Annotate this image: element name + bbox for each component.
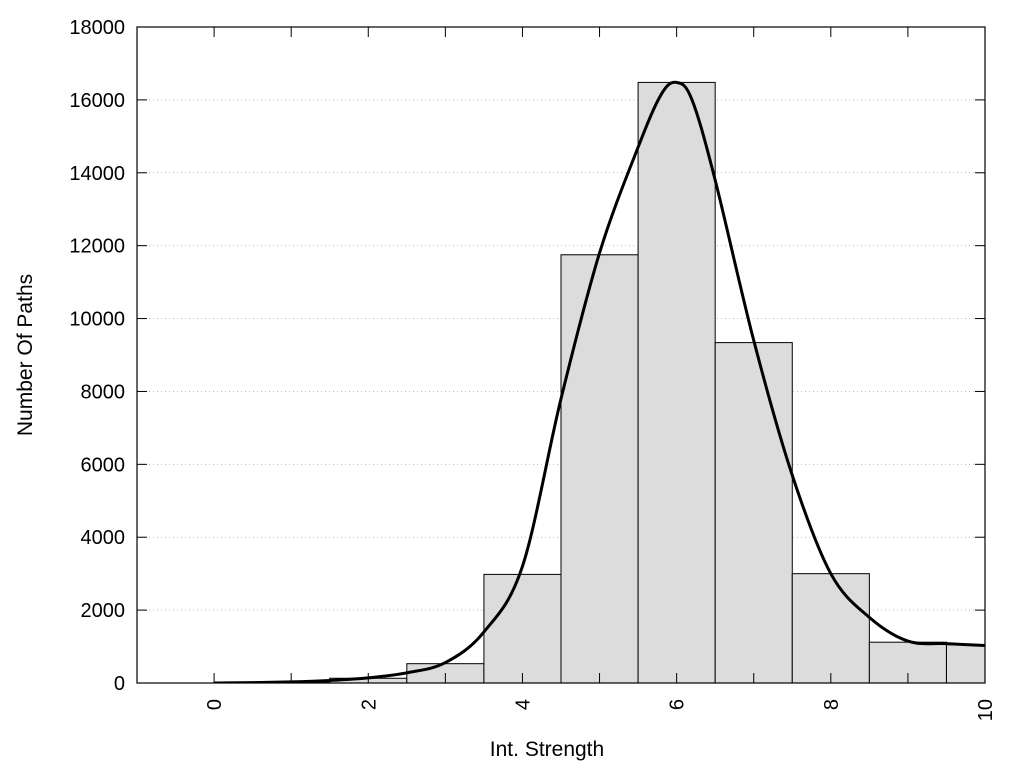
plot-frame	[136, 26, 986, 684]
y-tick-label-3: 6000	[81, 454, 126, 476]
y-tick-label-2: 4000	[81, 527, 126, 549]
y-tick-label-8: 16000	[69, 90, 125, 112]
histogram-bars	[252, 81, 985, 683]
y-tick-label-7: 14000	[69, 163, 125, 185]
x-axis-label: Int. Strength	[490, 738, 604, 761]
x-tick-label-3: 6	[667, 699, 689, 710]
y-tick-label-1: 2000	[81, 600, 126, 622]
bar-4	[483, 573, 562, 683]
fit-curve-line	[214, 80, 985, 683]
y-tick-labels: 0 2000 4000 6000 8000 10000 12000 14000 16000 180…	[69, 17, 125, 695]
bar-7	[714, 342, 793, 683]
x-tick-labels: 0 2 4 6 8 10	[204, 699, 997, 721]
y-tick-label-0: 0	[114, 673, 125, 695]
bar-6	[637, 81, 716, 683]
y-tick-label-4: 8000	[81, 381, 126, 403]
y-tick-label-6: 12000	[69, 236, 125, 258]
x-tick-label-2: 4	[512, 699, 534, 710]
x-tick-label-1: 2	[358, 699, 380, 710]
x-tick-label-5: 10	[975, 699, 997, 721]
bar-5	[560, 254, 639, 683]
y-tick-label-9: 18000	[69, 17, 125, 39]
bar-10	[945, 644, 985, 683]
y-tick-label-5: 10000	[69, 309, 125, 331]
bar-8	[791, 573, 870, 683]
x-tick-label-4: 8	[821, 699, 843, 710]
x-tick-label-0: 0	[204, 699, 226, 710]
y-axis-label: Number Of Paths	[14, 274, 37, 436]
fit-curve	[214, 80, 985, 683]
axis-ticks	[137, 26, 986, 684]
